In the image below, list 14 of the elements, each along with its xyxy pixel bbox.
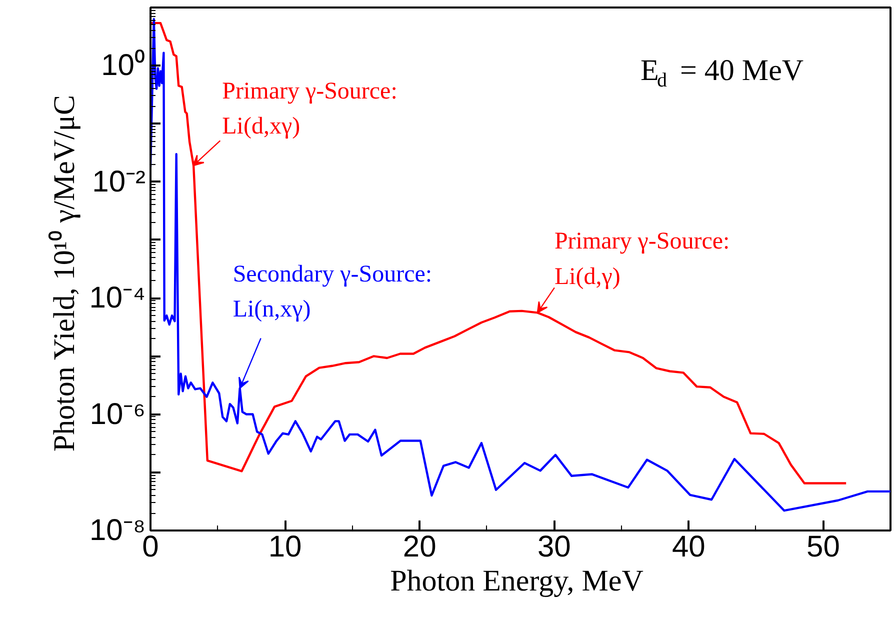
x-tick-label: 50 [806, 530, 840, 564]
x-tick-label: 10 [268, 530, 302, 564]
x-tick-label: 30 [537, 530, 571, 564]
x-tick-label: 40 [672, 530, 706, 564]
annotation: Primary γ-Source: Li(d,xγ) [222, 78, 398, 140]
x-tick-label: 20 [402, 530, 436, 564]
y-axis-title: Photon Yield, 10¹⁰ γ/MeV/μC [48, 95, 82, 452]
y-tick-label: 10⁻² [92, 165, 146, 198]
annotation: Primary γ-Source: Li(d,γ) [554, 228, 730, 290]
y-tick-label: 10⁻⁴ [89, 282, 146, 315]
x-axis-title: Photon Energy, MeV [390, 564, 644, 598]
y-tick-label: 10⁻⁶ [90, 398, 146, 431]
y-tick-label: 10⁰ [101, 49, 146, 82]
annotation: Secondary γ-Source: Li(n,xγ) [232, 261, 432, 322]
